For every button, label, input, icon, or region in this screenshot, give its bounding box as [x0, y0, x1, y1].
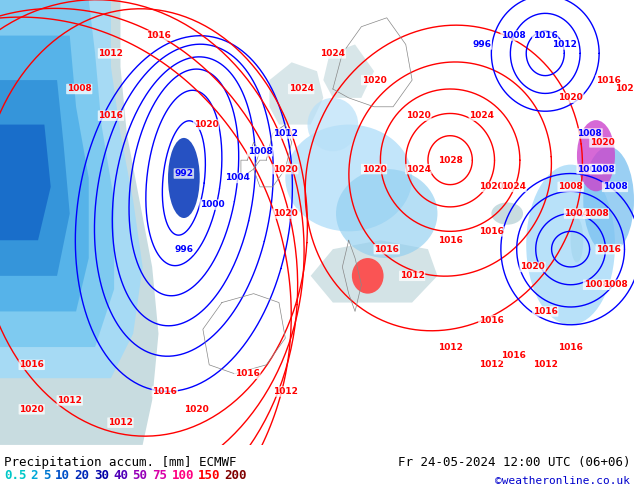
Text: 1004: 1004 [577, 165, 602, 173]
Ellipse shape [571, 218, 583, 263]
Text: 100: 100 [171, 469, 194, 483]
Polygon shape [0, 0, 143, 378]
Polygon shape [311, 240, 437, 302]
Text: 40: 40 [113, 469, 128, 483]
Ellipse shape [583, 147, 634, 254]
Text: 1024: 1024 [288, 84, 314, 94]
Text: Fr 24-05-2024 12:00 UTC (06+06): Fr 24-05-2024 12:00 UTC (06+06) [398, 456, 630, 469]
Text: 1020: 1020 [361, 165, 387, 173]
Text: 20: 20 [74, 469, 89, 483]
Text: 1004: 1004 [564, 209, 590, 218]
Text: 1008: 1008 [247, 147, 273, 156]
Text: 50: 50 [133, 469, 148, 483]
Text: 1008: 1008 [558, 182, 583, 192]
Polygon shape [0, 0, 158, 445]
Text: 992: 992 [174, 169, 193, 178]
Text: 1020: 1020 [273, 165, 298, 173]
Ellipse shape [336, 169, 437, 258]
Text: 1008: 1008 [590, 165, 615, 173]
Text: ©weatheronline.co.uk: ©weatheronline.co.uk [495, 476, 630, 486]
Text: 1020: 1020 [184, 405, 209, 414]
Polygon shape [0, 36, 89, 312]
Text: 1016: 1016 [501, 351, 526, 361]
Text: Precipitation accum. [mm] ECMWF: Precipitation accum. [mm] ECMWF [4, 456, 236, 469]
Polygon shape [323, 45, 374, 98]
Text: 1008: 1008 [67, 84, 92, 94]
Text: 1016: 1016 [479, 316, 504, 325]
Text: 1016: 1016 [146, 31, 171, 40]
Text: 1012: 1012 [273, 387, 298, 396]
Text: 1016: 1016 [19, 360, 44, 369]
Text: 996: 996 [472, 40, 491, 49]
Text: 1012: 1012 [533, 360, 558, 369]
Text: 2: 2 [30, 469, 38, 483]
Polygon shape [0, 124, 51, 240]
Text: 1024: 1024 [501, 182, 526, 192]
Text: 1008: 1008 [501, 31, 526, 40]
Text: 1016: 1016 [152, 387, 178, 396]
Polygon shape [0, 0, 114, 347]
Text: 1016: 1016 [479, 227, 504, 236]
Text: 1012: 1012 [108, 418, 133, 427]
Text: 1012: 1012 [437, 343, 463, 351]
Text: 1012: 1012 [57, 396, 82, 405]
Text: 1024: 1024 [469, 111, 495, 120]
Text: 1012: 1012 [552, 40, 577, 49]
Text: 1020: 1020 [406, 111, 431, 120]
Text: 1020: 1020 [590, 138, 615, 147]
Text: 150: 150 [198, 469, 221, 483]
Text: 10: 10 [55, 469, 70, 483]
Text: 75: 75 [152, 469, 167, 483]
Ellipse shape [168, 138, 200, 218]
Text: 1008: 1008 [602, 280, 628, 289]
Text: 1020: 1020 [273, 209, 298, 218]
Text: 1024: 1024 [406, 165, 431, 173]
Text: 1008: 1008 [583, 209, 609, 218]
Text: 1012: 1012 [479, 360, 504, 369]
Text: 1016: 1016 [374, 245, 399, 254]
Text: 1008: 1008 [583, 280, 609, 289]
Ellipse shape [526, 165, 615, 325]
Ellipse shape [577, 120, 615, 191]
Polygon shape [269, 62, 323, 124]
Text: 1016: 1016 [437, 236, 463, 245]
Ellipse shape [352, 258, 384, 294]
Text: 1016: 1016 [533, 31, 558, 40]
Text: 1012: 1012 [399, 271, 425, 280]
Text: 1020: 1020 [615, 84, 634, 94]
Text: 1020: 1020 [361, 75, 387, 85]
Text: 5: 5 [43, 469, 50, 483]
Text: 1024: 1024 [320, 49, 346, 58]
Text: 1016: 1016 [596, 75, 621, 85]
Ellipse shape [285, 124, 412, 231]
Text: 1020: 1020 [193, 120, 219, 129]
Text: 1016: 1016 [235, 369, 260, 378]
Text: 1008: 1008 [602, 182, 628, 192]
Text: 1016: 1016 [558, 343, 583, 351]
Text: 1028: 1028 [437, 156, 463, 165]
Ellipse shape [491, 202, 523, 225]
Text: 1012: 1012 [98, 49, 124, 58]
Text: 1004: 1004 [225, 173, 250, 182]
Text: 1016: 1016 [533, 307, 558, 316]
Polygon shape [0, 80, 70, 276]
Text: 1020: 1020 [520, 263, 545, 271]
Text: 1016: 1016 [98, 111, 124, 120]
Text: 1000: 1000 [200, 200, 224, 209]
Text: 1012: 1012 [273, 129, 298, 138]
Text: 1020: 1020 [558, 94, 583, 102]
Text: 30: 30 [94, 469, 109, 483]
Text: 200: 200 [224, 469, 247, 483]
Ellipse shape [307, 98, 358, 151]
Text: 1016: 1016 [596, 245, 621, 254]
Text: 1020: 1020 [479, 182, 504, 192]
Text: 0.5: 0.5 [4, 469, 27, 483]
Text: 1008: 1008 [577, 129, 602, 138]
Text: 1020: 1020 [19, 405, 44, 414]
Text: 996: 996 [174, 245, 193, 254]
